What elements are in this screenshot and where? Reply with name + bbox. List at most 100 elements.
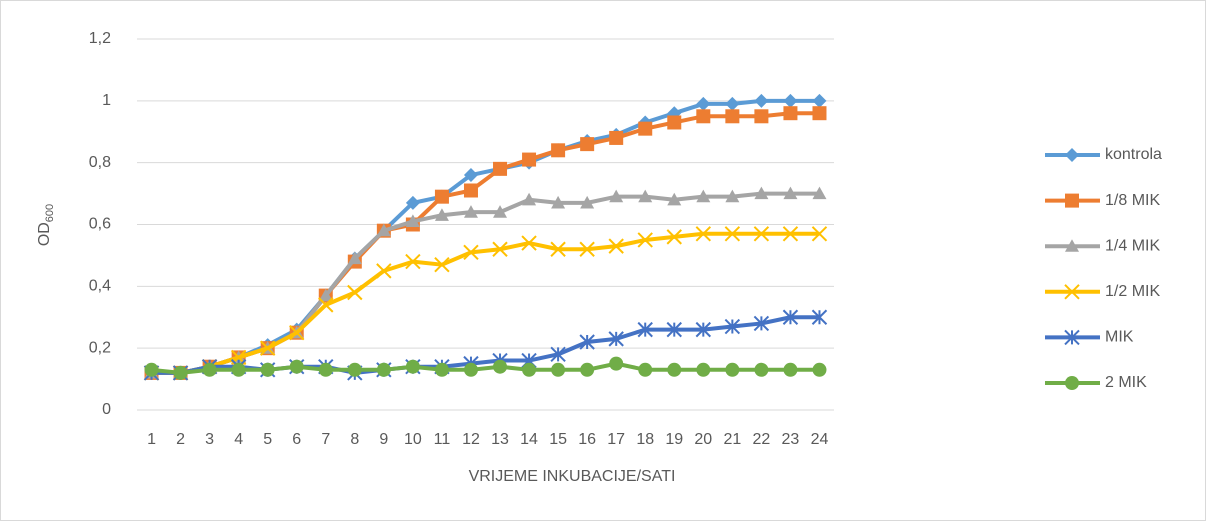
x-tick-label: 18 [636, 431, 654, 448]
marker [347, 362, 362, 377]
x-tick-label: 21 [723, 431, 741, 448]
marker [695, 321, 712, 338]
marker [725, 109, 740, 124]
x-tick-label: 14 [520, 431, 538, 448]
marker [580, 362, 595, 377]
marker [754, 186, 769, 200]
x-tick-label: 22 [752, 431, 770, 448]
marker [289, 359, 304, 374]
marker [463, 183, 478, 198]
marker [812, 106, 827, 121]
marker [376, 263, 392, 279]
marker [434, 208, 449, 221]
marker [754, 362, 769, 377]
x-tick-label: 6 [292, 431, 301, 448]
legend-marker [1065, 148, 1079, 162]
marker [666, 229, 682, 245]
x-tick-label: 17 [607, 431, 625, 448]
marker [754, 109, 769, 124]
x-tick-label: 4 [234, 431, 243, 448]
y-tick-label: 0,2 [89, 339, 111, 356]
marker [812, 362, 827, 377]
legend-marker [1064, 284, 1080, 300]
marker [638, 121, 653, 136]
marker [434, 189, 449, 204]
marker [695, 226, 712, 242]
marker [521, 235, 537, 251]
marker [405, 253, 421, 270]
marker [579, 241, 595, 257]
marker [609, 356, 624, 371]
x-tick-label: 12 [462, 431, 480, 448]
marker [667, 362, 682, 377]
marker [783, 186, 798, 200]
x-tick-label: 5 [263, 431, 272, 448]
x-axis-title: VRIJEME INKUBACIJE/SATI [469, 468, 676, 485]
marker [493, 161, 508, 176]
marker [551, 195, 566, 209]
marker [318, 362, 333, 377]
marker [724, 226, 741, 242]
legend-marker [1065, 239, 1079, 252]
marker [144, 362, 159, 377]
marker [551, 143, 566, 158]
marker [811, 226, 828, 242]
marker [463, 205, 478, 218]
legend-label: 1/2 MIK [1105, 283, 1160, 300]
marker [376, 223, 391, 237]
marker [725, 96, 740, 111]
x-tick-label: 24 [811, 431, 829, 448]
legend-label: kontrola [1105, 146, 1162, 163]
marker [783, 362, 798, 377]
x-tick-label: 13 [491, 431, 509, 448]
x-tick-label: 11 [434, 431, 451, 448]
y-axis-title-main: OD [36, 222, 53, 246]
marker [434, 362, 449, 377]
marker [434, 256, 450, 273]
marker [231, 362, 246, 377]
marker [522, 362, 537, 377]
marker [608, 238, 624, 254]
marker [551, 362, 566, 377]
y-axis-title-sub: 600 [44, 204, 56, 222]
marker [289, 325, 305, 341]
marker [725, 189, 740, 203]
marker [522, 152, 537, 167]
y-tick-label: 0,4 [89, 278, 111, 295]
marker [783, 93, 798, 108]
marker [812, 186, 827, 200]
marker [260, 362, 275, 377]
marker [522, 192, 537, 206]
marker [318, 297, 334, 313]
legend-marker [1065, 376, 1079, 390]
marker [493, 205, 508, 218]
marker [550, 241, 566, 257]
marker [637, 232, 653, 248]
marker [696, 96, 711, 111]
x-tick-label: 10 [404, 431, 422, 448]
x-tick-label: 7 [321, 431, 330, 448]
legend-label: MIK [1105, 329, 1134, 346]
marker [696, 109, 711, 124]
marker [580, 137, 595, 152]
marker [405, 359, 420, 374]
y-tick-label: 0 [102, 401, 111, 418]
x-tick-label: 3 [205, 431, 214, 448]
y-tick-label: 1 [102, 92, 111, 109]
marker [696, 362, 711, 377]
legend-label: 2 MIK [1105, 374, 1147, 391]
marker [637, 321, 653, 338]
y-tick-label: 0,6 [89, 216, 111, 233]
marker [463, 168, 478, 183]
marker [347, 251, 362, 265]
marker [463, 362, 478, 377]
y-tick-label: 0,8 [89, 154, 111, 171]
marker [753, 315, 770, 332]
marker [638, 362, 653, 377]
marker [318, 288, 333, 302]
marker [493, 359, 508, 374]
legend-marker [1065, 193, 1079, 208]
marker [550, 346, 566, 363]
marker [666, 321, 682, 338]
